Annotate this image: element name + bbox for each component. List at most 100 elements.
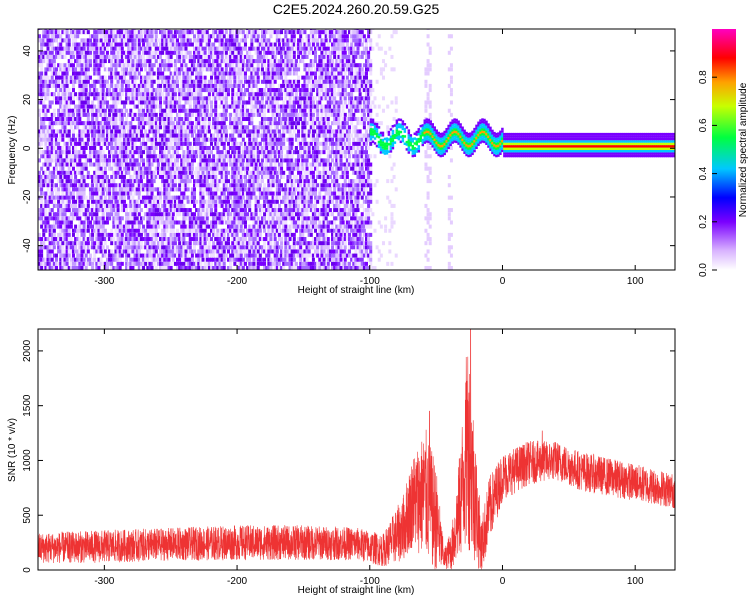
- spectrogram-cell: [125, 249, 129, 254]
- spectrogram-cell: [193, 237, 197, 242]
- spectrogram-cell: [239, 79, 243, 84]
- spectrogram-cell: [241, 137, 245, 142]
- spectrogram-cell: [178, 253, 182, 258]
- spectrogram-cell: [239, 224, 243, 229]
- spectrogram-cell: [159, 117, 163, 122]
- spectrogram-cell: [101, 100, 105, 105]
- spectrogram-cell: [44, 212, 48, 217]
- spectrogram-cell: [207, 129, 211, 134]
- spectrogram-cell: [122, 108, 126, 113]
- spectrogram-cell: [186, 75, 190, 80]
- spectrogram-cell: [180, 38, 184, 43]
- spectrogram-cell: [142, 50, 146, 55]
- spectrogram-cell: [214, 46, 218, 51]
- spectrogram-cell: [125, 137, 129, 142]
- spectrogram-cell: [182, 54, 186, 59]
- spectrogram-cell: [163, 67, 167, 72]
- spectrogram-cell: [127, 249, 131, 254]
- spectrogram-cell: [38, 34, 41, 39]
- spectrogram-cell: [231, 158, 235, 163]
- spectrogram-cell: [222, 174, 226, 179]
- spectrogram-cell: [142, 195, 146, 200]
- spectrogram-cell: [235, 249, 239, 254]
- spectrogram-cell: [159, 232, 163, 237]
- spectrogram-cell: [148, 59, 152, 64]
- spectrogram-cell: [69, 141, 73, 146]
- spectrogram-cell: [163, 199, 167, 204]
- spectrogram-cell: [103, 67, 107, 72]
- spectrogram-cell: [137, 237, 141, 242]
- spectrogram-cell: [163, 112, 167, 117]
- spectrogram-cell: [74, 158, 78, 163]
- spectrogram-cell: [101, 212, 105, 217]
- spectrogram-cell: [52, 133, 56, 138]
- spectrogram-cell: [220, 220, 224, 225]
- spectrogram-cell: [91, 145, 95, 150]
- spectrogram-cell: [95, 34, 99, 39]
- spectrogram-cell: [144, 63, 148, 68]
- spectrogram-cell: [74, 30, 78, 35]
- spectrogram-cell: [95, 108, 99, 113]
- spectrogram-cell: [243, 34, 247, 39]
- spectrogram-cell: [150, 187, 154, 192]
- spectrogram-cell: [133, 92, 137, 97]
- spectrogram-cell: [180, 228, 184, 233]
- spectrogram-cell: [203, 125, 207, 130]
- spectrogram-cell: [184, 249, 188, 254]
- spectrogram-cell: [216, 46, 220, 51]
- spectrogram-cell: [199, 67, 203, 72]
- spectrogram-cell: [222, 199, 226, 204]
- spectrogram-cell: [103, 162, 107, 167]
- spectrogram-cell: [80, 100, 84, 105]
- spectrogram-cell: [101, 199, 105, 204]
- spectrogram-cell: [237, 83, 241, 88]
- spectrogram-cell: [186, 108, 190, 113]
- spectrogram-cell: [88, 88, 92, 93]
- spectrogram-cell: [167, 112, 171, 117]
- spectrogram-cell: [97, 241, 101, 246]
- spectrogram-cell: [74, 212, 78, 217]
- spectrogram-cell: [195, 137, 199, 142]
- spectrogram-cell: [207, 145, 211, 150]
- spectrogram-cell: [167, 96, 171, 101]
- spectrogram-cell: [48, 170, 52, 175]
- spectrogram-cell: [203, 83, 207, 88]
- spectrogram-cell: [86, 46, 90, 51]
- spectrogram-cell: [97, 245, 101, 250]
- spectrogram-cell: [91, 141, 95, 146]
- spectrogram-cell: [99, 63, 103, 68]
- spectrogram-cell: [171, 237, 175, 242]
- spectrogram-cell: [57, 261, 61, 266]
- spectrogram-cell: [173, 141, 177, 146]
- spectrogram-cell: [129, 216, 133, 221]
- spectrogram-cell: [54, 183, 58, 188]
- spectrogram-cell: [159, 166, 163, 171]
- spectrogram-cell: [216, 158, 220, 163]
- spectrogram-cell: [195, 67, 199, 72]
- spectrogram-cell: [40, 183, 44, 188]
- spectrogram-cell: [159, 212, 163, 217]
- spectrogram-cell: [78, 121, 82, 126]
- spectrogram-cell: [248, 187, 252, 192]
- spectrogram-cell: [243, 125, 247, 130]
- spectrogram-cell: [38, 71, 41, 76]
- spectrogram-cell: [156, 96, 160, 101]
- spectrogram-cell: [150, 121, 154, 126]
- spectrogram-cell: [184, 212, 188, 217]
- spectrogram-cell: [186, 245, 190, 250]
- spectrogram-cell: [42, 261, 46, 266]
- spectrogram-cell: [61, 261, 65, 266]
- spectrogram-cell: [243, 141, 247, 146]
- spectrogram-cell: [226, 112, 230, 117]
- spectrogram-cell: [186, 228, 190, 233]
- spectrogram-cell: [118, 141, 122, 146]
- spectrogram-cell: [218, 96, 222, 101]
- spectrogram-cell: [97, 121, 101, 126]
- spectrogram-cell: [71, 96, 75, 101]
- spectrogram-cell: [229, 220, 233, 225]
- spectrogram-cell: [169, 71, 173, 76]
- spectrogram-cell: [176, 162, 180, 167]
- spectrogram-cell: [252, 46, 256, 51]
- spectrogram-cell: [78, 241, 82, 246]
- spectrogram-cell: [193, 212, 197, 217]
